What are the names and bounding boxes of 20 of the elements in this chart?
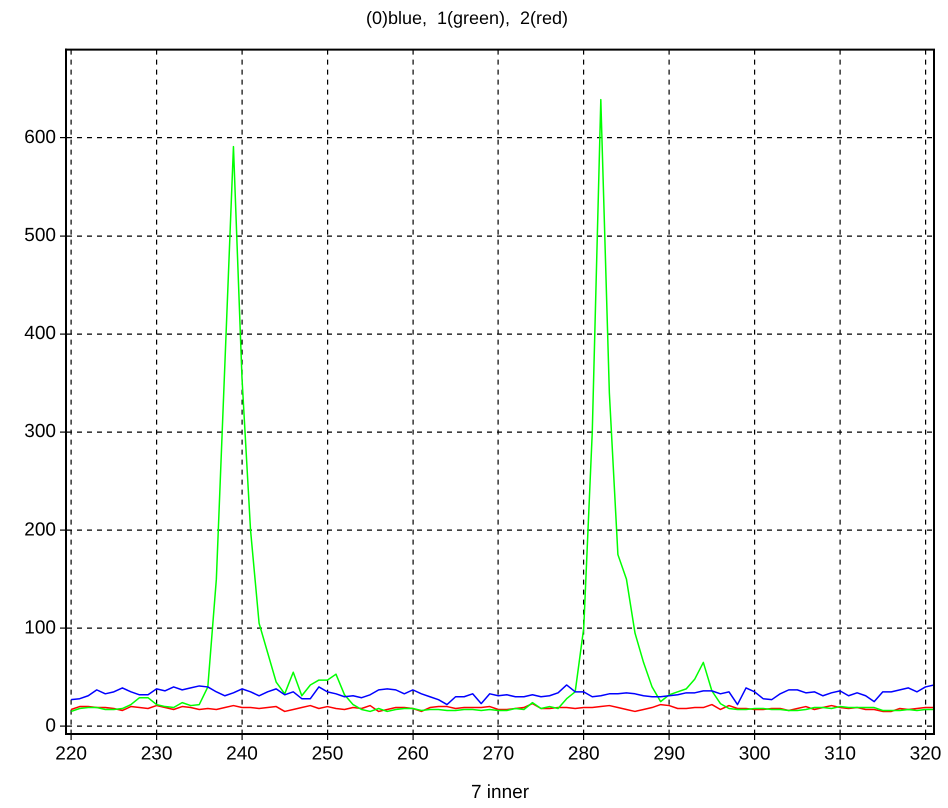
x-tick-label: 320 (910, 744, 942, 765)
y-tick-label: 400 (24, 323, 56, 344)
y-tick-label: 0 (45, 715, 56, 736)
chart-title: (0)blue, 1(green), 2(red) (366, 8, 568, 28)
x-tick-label: 260 (397, 744, 429, 765)
y-tick-label: 500 (24, 225, 56, 246)
x-tick-label: 300 (738, 744, 770, 765)
y-tick-label: 600 (24, 127, 56, 148)
x-tick-label: 290 (653, 744, 686, 765)
y-tick-label: 100 (24, 617, 56, 638)
x-axis-title: 7 inner (470, 782, 530, 803)
y-tick-label: 300 (24, 421, 56, 442)
x-tick-label: 240 (226, 744, 258, 765)
y-tick-label: 200 (24, 519, 56, 540)
x-tick-label: 280 (568, 744, 600, 765)
x-tick-label: 310 (824, 744, 856, 765)
x-tick-label: 230 (140, 744, 172, 765)
x-tick-label: 220 (55, 744, 87, 765)
x-tick-label: 270 (482, 744, 514, 765)
x-tick-label: 250 (312, 744, 344, 765)
